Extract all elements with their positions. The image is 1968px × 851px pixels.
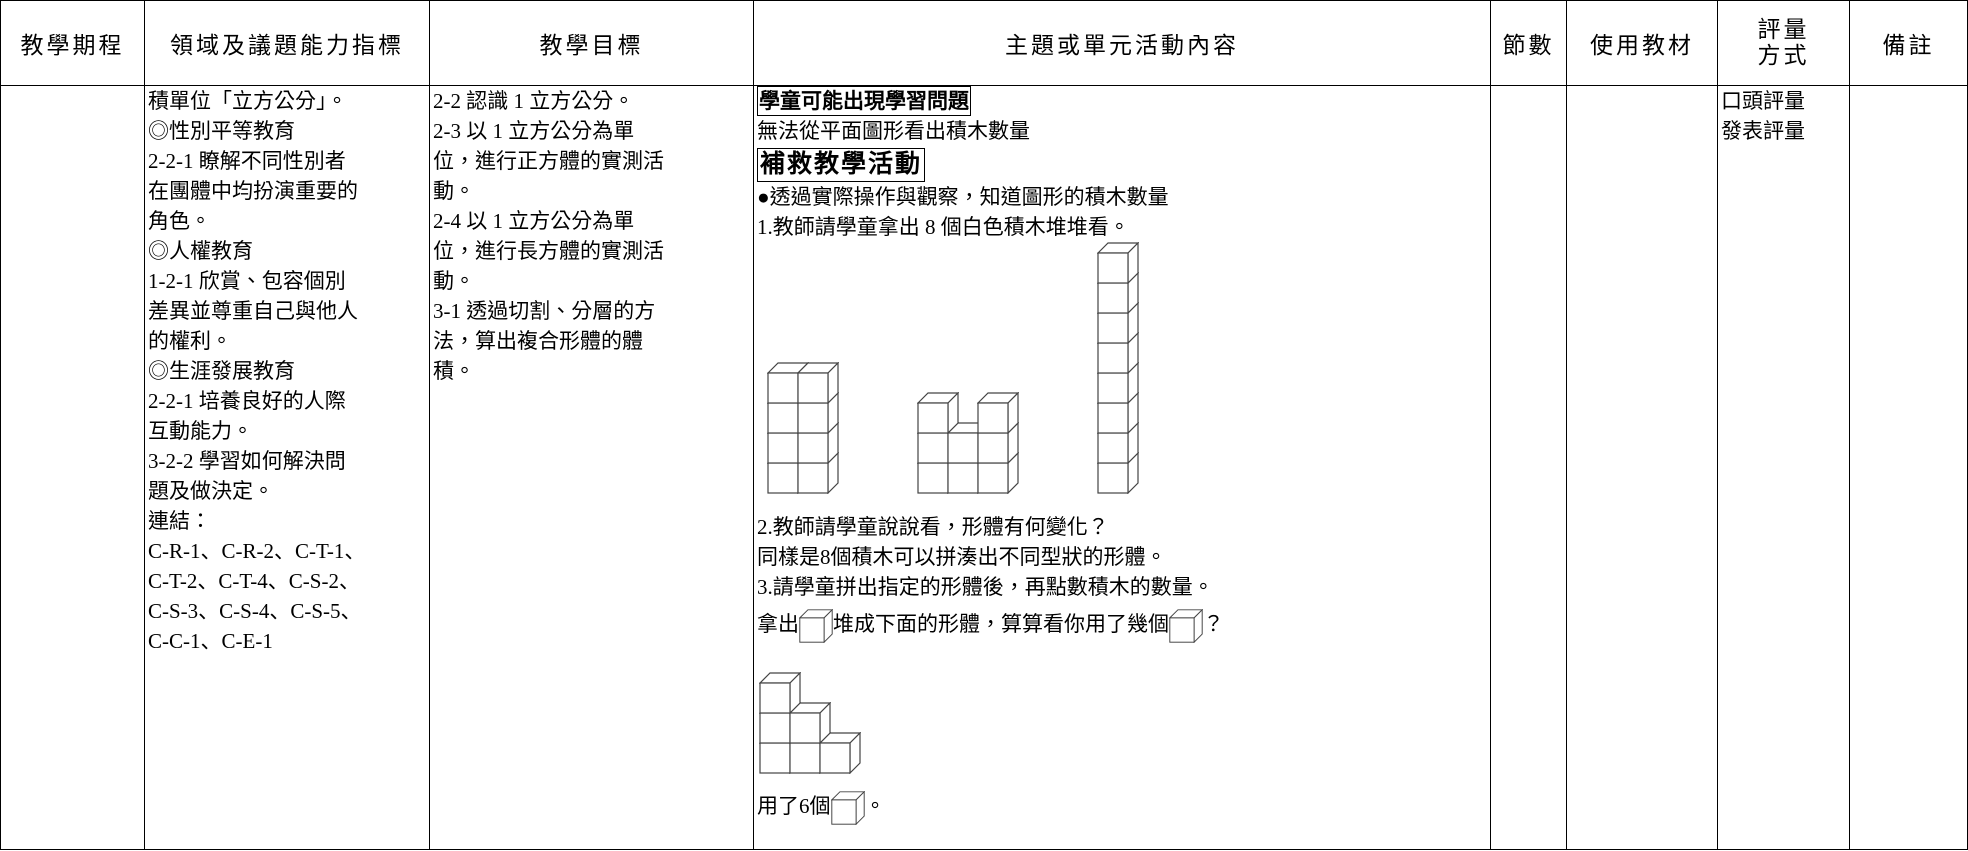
cell-line: 動。 [433,269,475,293]
cell-line: ◎性別平等教育 [148,119,295,143]
content-cell: 學童可能出現學習問題 無法從平面圖形看出積木數量 補救教學活動 ●透過實際操作與… [753,85,1491,850]
materials-cell [1566,85,1718,850]
cell-line: ◎人權教育 [148,239,253,263]
question-text: 拿出 [757,612,799,636]
cell-line: 法，算出複合形體的體 [433,329,643,353]
header-cell: 主題或單元活動內容 [753,0,1491,86]
cell-line: 3-2-2 學習如何解決問 [148,449,346,473]
question-text: ？ [1203,612,1224,636]
question-line: 拿出 堆成下面的形體，算算看你用了幾個 ？ [757,602,1490,646]
cube-icon [799,609,833,643]
header-cell: 評量方式 [1717,0,1850,86]
content-line: 2.教師請學童說說看，形體有何變化？ [757,515,1109,539]
cell-line: 2-2 認識 1 立方公分。 [433,89,635,113]
cell-line: 2-3 以 1 立方公分為單 [433,119,635,143]
body-row: 積單位「立方公分」。 ◎性別平等教育 2-2-1 瞭解不同性別者 在團體中均扮演重要的… [0,85,1968,850]
cell-line: 在團體中均扮演重要的 [148,179,358,203]
cell-line: 動。 [433,179,475,203]
cell-line: 2-2-1 培養良好的人際 [148,389,346,413]
question-text: 堆成下面的形體，算算看你用了幾個 [833,612,1169,636]
notes-cell [1849,85,1968,850]
answer-text: 。 [864,794,886,818]
cell-line: 位，進行長方體的實測活 [433,239,664,263]
stair-figure [759,672,861,774]
section-heading: 學童可能出現學習問題 [757,86,971,116]
cell-line: 口頭評量 [1721,89,1805,113]
cell-line: 積單位「立方公分」。 [148,89,348,113]
cell-line: 1-2-1 欣賞、包容個別 [148,269,346,293]
section-heading: 補救教學活動 [757,148,926,182]
assessment-cell: 口頭評量 發表評量 [1717,85,1850,850]
cell-line: 差異並尊重自己與他人 [148,299,358,323]
cell-line: C-S-3、C-S-4、C-S-5、 [148,599,362,623]
content-line: 同樣是8個積木可以拼湊出不同型狀的形體。 [757,545,1167,569]
header-cell: 節數 [1490,0,1567,86]
cube-icon [830,791,865,825]
cell-line: 2-2-1 瞭解不同性別者 [148,149,346,173]
cube-figures [767,242,1139,494]
cell-line: 發表評量 [1721,119,1805,143]
cell-line: 角色。 [148,209,211,233]
content-line: ●透過實際操作與觀察，知道圖形的積木數量 [757,185,1169,209]
cube-icon [1169,609,1203,643]
content-line: 學童可能出現學習問題 [757,86,1490,116]
header-cell: 領域及議題能力指標 [144,0,430,86]
cell-line: ◎生涯發展教育 [148,359,295,383]
header-row: 教學期程 領域及議題能力指標 教學目標 主題或單元活動內容 節數 使用教材 評量… [0,0,1968,86]
content-line: 無法從平面圖形看出積木數量 [757,119,1030,143]
cell-line: 位，進行正方體的實測活 [433,149,664,173]
answer-line: 用了6個 。 [757,784,1490,828]
sessions-cell [1490,85,1567,850]
cell-line: 連結： [148,509,211,533]
header-cell: 教學期程 [0,0,145,86]
answer-text: 用了6個 [757,794,831,818]
cell-line: C-T-2、C-T-4、C-S-2、 [148,569,360,593]
cell-line: 3-1 透過切割、分層的方 [433,299,656,323]
header-cell: 教學目標 [429,0,754,86]
cell-line: 題及做決定。 [148,479,274,503]
cell-line: C-R-1、C-R-2、C-T-1、 [148,539,366,563]
header-cell: 使用教材 [1566,0,1718,86]
content-line: 3.請學童拼出指定的形體後，再點數積木的數量。 [757,575,1214,599]
header-cell: 備註 [1849,0,1968,86]
cell-line: 積。 [433,359,475,383]
content-line: 補救教學活動 [757,146,1490,182]
indicators-cell: 積單位「立方公分」。 ◎性別平等教育 2-2-1 瞭解不同性別者 在團體中均扮演重要的… [144,85,430,850]
objectives-cell: 2-2 認識 1 立方公分。 2-3 以 1 立方公分為單位，進行正方體的實測活動… [429,85,754,850]
period-cell [0,85,145,850]
cell-line: 2-4 以 1 立方公分為單 [433,209,635,233]
header-text: 評量方式 [1757,17,1810,68]
content-line: 1.教師請學童拿出 8 個白色積木堆堆看。 [757,215,1130,239]
cell-line: 互動能力。 [148,419,253,443]
cell-line: 的權利。 [148,329,232,353]
cell-line: C-C-1、C-E-1 [148,629,273,653]
